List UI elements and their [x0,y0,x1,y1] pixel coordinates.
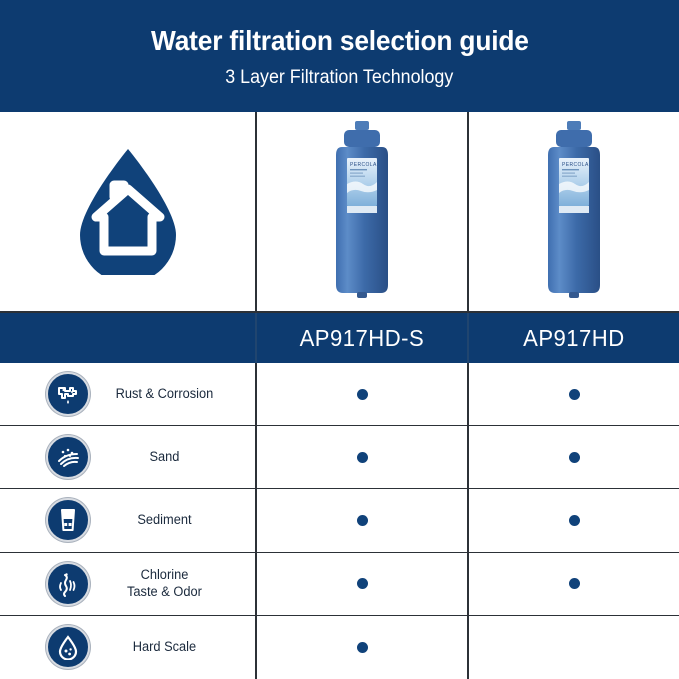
support-cell-chlorine-ap917hd [467,552,679,615]
page-title: Water filtration selection guide [150,25,529,57]
model-name-1: AP917HD-S [299,324,425,351]
page-subtitle: 3 Layer Filtration Technology [225,67,454,88]
droplet-scale-icon [45,624,91,670]
table-row: Sand [0,426,679,490]
support-dot [356,641,368,653]
support-dot [568,388,580,400]
water-drop-house-icon [76,145,180,283]
feature-label-sediment: Sediment [137,512,192,528]
feature-cell-sand: Sand [0,426,255,488]
feature-cell-rust-corrosion: Rust & Corrosion [0,363,255,425]
feature-label-hard-scale: Hard Scale [132,638,197,654]
product-image-row: PERCOLA [0,112,679,313]
model-header-row: AP917HD-S AP917HD [0,313,679,363]
support-dot [356,388,368,400]
table-row: Chlorine Taste & Odor [0,552,679,616]
support-dot [568,451,580,463]
model-header-spacer [0,313,255,363]
svg-text:PERCOLA: PERCOLA [562,162,589,168]
column-divider-navy-1 [255,313,257,363]
product-image-cell-1: PERCOLA [255,112,467,313]
support-dot [356,514,368,526]
support-dot [356,578,368,590]
filter-cartridge-image-1: PERCOLA [331,120,393,305]
feature-cell-chlorine: Chlorine Taste & Odor [0,553,255,615]
support-cell-sand-ap917hds [255,426,467,489]
feature-label-line-1: Chlorine [140,566,189,582]
sand-particles-icon [45,434,91,480]
feature-label-line-2: Taste & Odor [127,583,202,599]
odor-waves-icon [45,561,91,607]
feature-cell-sediment: Sediment [0,489,255,551]
faucet-drip-icon [45,371,91,417]
table-top-divider [0,311,679,313]
support-dot [356,451,368,463]
water-glass-sediment-icon [45,497,91,543]
feature-rows: Rust & Corrosion [0,363,679,679]
product-image-cell-2: PERCOLA [467,112,679,313]
brand-logo-cell [0,112,255,313]
filter-cartridge-image-2: PERCOLA [543,120,605,305]
support-dot-empty [569,642,580,653]
support-cell-hardscale-ap917hd [467,615,679,679]
support-cell-chlorine-ap917hds [255,552,467,615]
support-cell-hardscale-ap917hds [255,615,467,679]
model-header-cell-2: AP917HD [467,313,679,363]
feature-label-rust-corrosion: Rust & Corrosion [115,385,214,401]
table-row: Sediment [0,489,679,553]
support-cell-sand-ap917hd [467,426,679,489]
model-name-2: AP917HD [523,324,625,351]
model-header-cell-1: AP917HD-S [255,313,467,363]
support-cell-rust-ap917hds [255,363,467,426]
column-divider-2 [467,112,469,679]
support-cell-sediment-ap917hd [467,489,679,552]
column-divider-1 [255,112,257,679]
svg-text:PERCOLA: PERCOLA [350,162,377,168]
support-cell-rust-ap917hd [467,363,679,426]
feature-label-chlorine: Chlorine Taste & Odor [95,567,251,601]
feature-label-sand: Sand [149,448,180,464]
table-row: Rust & Corrosion [0,363,679,427]
table-row: Hard Scale [0,615,679,679]
support-cell-sediment-ap917hds [255,489,467,552]
header-banner: Water filtration selection guide 3 Layer… [0,0,679,112]
feature-cell-hard-scale: Hard Scale [0,616,255,679]
support-dot [568,578,580,590]
column-divider-navy-2 [467,313,469,363]
support-dot [568,514,580,526]
